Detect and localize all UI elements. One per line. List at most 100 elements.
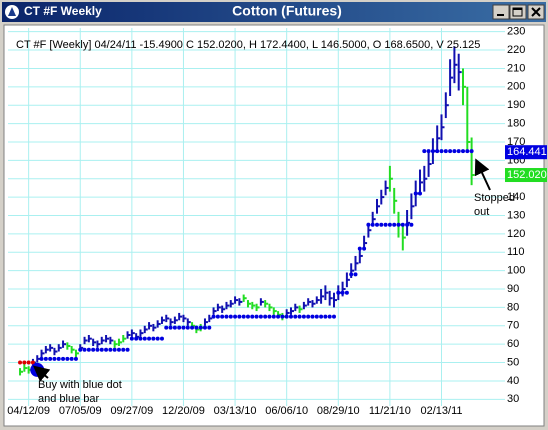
stop-dot — [349, 272, 354, 277]
stop-dot — [288, 314, 293, 319]
stop-dot — [344, 290, 349, 295]
stop-dot — [469, 149, 474, 154]
y-tick-label: 140 — [507, 191, 525, 203]
stop-dot — [104, 347, 109, 352]
stop-dot — [207, 325, 212, 330]
price-label-box — [505, 168, 547, 183]
stop-dot — [284, 314, 289, 319]
stop-dot — [30, 360, 35, 365]
y-tick-label: 70 — [507, 320, 519, 332]
minimize-button[interactable] — [492, 4, 510, 20]
y-tick-label: 40 — [507, 375, 519, 387]
app-icon — [5, 5, 19, 19]
stop-dot — [194, 325, 199, 330]
stop-dot — [387, 222, 392, 227]
stop-dot — [185, 325, 190, 330]
annotation: out — [474, 206, 489, 218]
y-tick-label: 110 — [507, 246, 525, 258]
stop-dot — [39, 356, 44, 361]
stop-dot — [362, 246, 367, 251]
stop-dot — [357, 246, 362, 251]
stop-dot — [215, 314, 220, 319]
x-tick-label: 12/20/09 — [162, 405, 205, 417]
y-tick-label: 130 — [507, 209, 525, 221]
y-tick-label: 180 — [507, 117, 525, 129]
stop-dot — [99, 347, 104, 352]
y-tick-label: 80 — [507, 301, 519, 313]
stop-dot — [73, 356, 78, 361]
stop-dot — [142, 336, 147, 341]
y-tick-label: 190 — [507, 99, 525, 111]
stop-dot — [224, 314, 229, 319]
stop-dot — [52, 356, 57, 361]
stop-dot — [125, 347, 130, 352]
stop-dot — [409, 222, 414, 227]
stop-dot — [374, 222, 379, 227]
stop-dot — [164, 325, 169, 330]
stop-dot — [258, 314, 263, 319]
axes: 3040506070809010011012013014015016017018… — [7, 26, 547, 417]
stop-dot — [151, 336, 156, 341]
stop-dot — [413, 191, 418, 196]
stop-dot — [190, 325, 195, 330]
stop-dot — [370, 222, 375, 227]
stop-dot — [310, 314, 315, 319]
stop-dot — [443, 149, 448, 154]
stop-dot — [435, 149, 440, 154]
stop-dot — [353, 272, 358, 277]
maximize-button[interactable] — [509, 4, 527, 20]
stop-dot — [293, 314, 298, 319]
y-tick-label: 220 — [507, 44, 525, 56]
stop-dot — [448, 149, 453, 154]
close-button[interactable] — [527, 4, 545, 20]
stop-dot — [116, 347, 121, 352]
stop-dot — [280, 314, 285, 319]
stop-dot — [366, 222, 371, 227]
stop-dot — [168, 325, 173, 330]
stop-dot — [86, 347, 91, 352]
stop-dot — [138, 336, 143, 341]
y-tick-label: 230 — [507, 26, 525, 38]
stop-dot — [177, 325, 182, 330]
stop-dot — [18, 360, 23, 365]
stop-dot — [461, 149, 466, 154]
chart-panel — [3, 24, 545, 427]
stop-dot — [327, 314, 332, 319]
stop-dot — [129, 336, 134, 341]
stop-dot — [220, 314, 225, 319]
stop-dot — [43, 356, 48, 361]
stop-dot — [95, 347, 100, 352]
x-tick-label: 03/13/10 — [214, 405, 257, 417]
chart-title: Cotton (Futures) — [232, 3, 342, 19]
stop-dot — [112, 347, 117, 352]
y-tick-label: 90 — [507, 283, 519, 295]
stop-dot — [383, 222, 388, 227]
x-tick-label: 06/06/10 — [265, 405, 308, 417]
annotation: Buy with blue dot — [38, 379, 122, 391]
stop-dot — [422, 149, 427, 154]
stop-dot — [147, 336, 152, 341]
stop-dot — [405, 222, 410, 227]
stop-dot — [250, 314, 255, 319]
stop-dot — [159, 336, 164, 341]
x-tick-label: 08/29/10 — [317, 405, 360, 417]
stop-dot — [267, 314, 272, 319]
title-bar — [2, 2, 546, 22]
stop-dot — [400, 222, 405, 227]
stop-dot — [306, 314, 311, 319]
y-tick-label: 30 — [507, 393, 519, 405]
stop-dot — [211, 314, 216, 319]
stop-dot — [301, 314, 306, 319]
stop-dot — [198, 325, 203, 330]
stop-dot — [465, 149, 470, 154]
x-tick-label: 09/27/09 — [110, 405, 153, 417]
annotation: and blue bar — [38, 393, 99, 405]
price-label-box — [505, 145, 547, 160]
y-tick-label: 60 — [507, 338, 519, 350]
stop-dot — [241, 314, 246, 319]
stop-dot — [456, 149, 461, 154]
stop-dot — [254, 314, 259, 319]
stop-dot — [61, 356, 66, 361]
y-tick-label: 200 — [507, 81, 525, 93]
